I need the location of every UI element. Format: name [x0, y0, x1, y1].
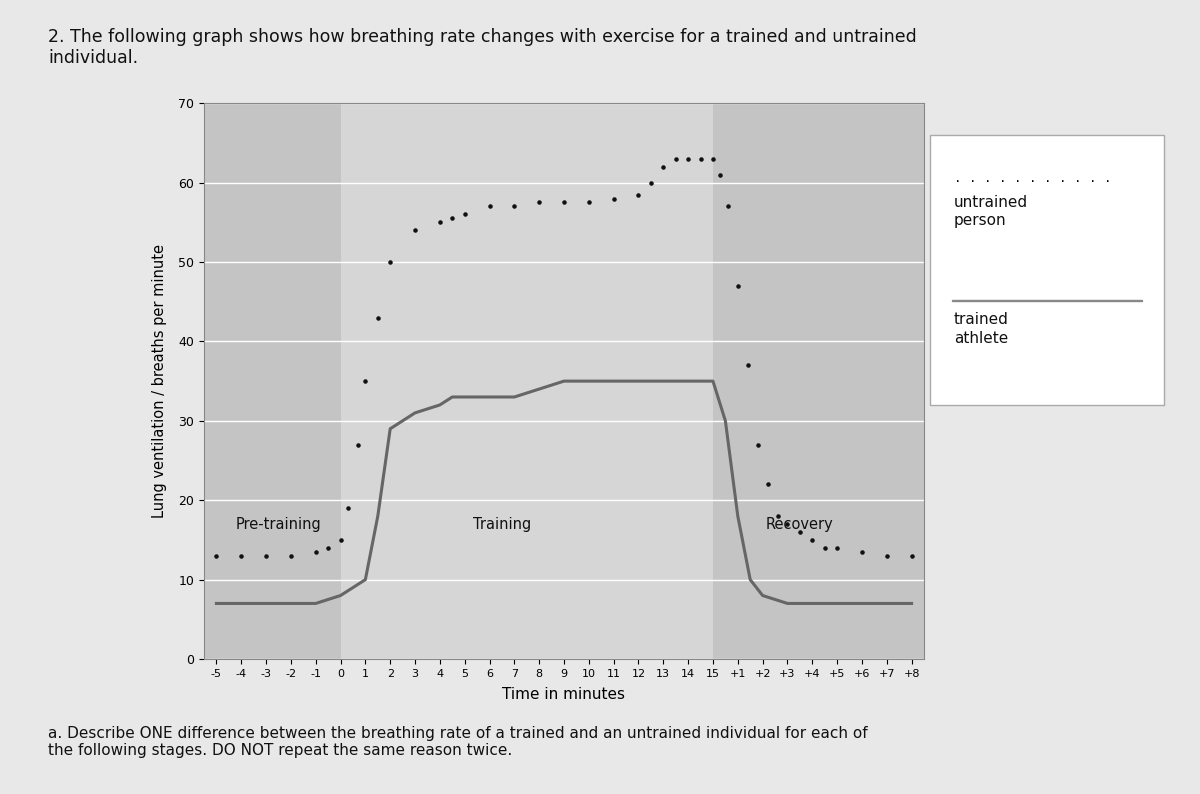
Text: · · · · · · · · · · ·: · · · · · · · · · · ·: [954, 175, 1111, 187]
Bar: [204, 103, 341, 659]
Text: Pre-training: Pre-training: [235, 517, 322, 531]
Text: Training: Training: [473, 517, 532, 531]
Text: Recovery: Recovery: [766, 517, 834, 531]
X-axis label: Time in minutes: Time in minutes: [503, 687, 625, 702]
Text: untrained
person: untrained person: [954, 195, 1028, 228]
Text: a. Describe ONE difference between the breathing rate of a trained and an untrai: a. Describe ONE difference between the b…: [48, 726, 868, 758]
Y-axis label: Lung ventilation / breaths per minute: Lung ventilation / breaths per minute: [152, 244, 167, 518]
Bar: [713, 103, 924, 659]
Bar: [341, 103, 713, 659]
Text: 2. The following graph shows how breathing rate changes with exercise for a trai: 2. The following graph shows how breathi…: [48, 28, 917, 67]
Text: trained
athlete: trained athlete: [954, 312, 1009, 346]
